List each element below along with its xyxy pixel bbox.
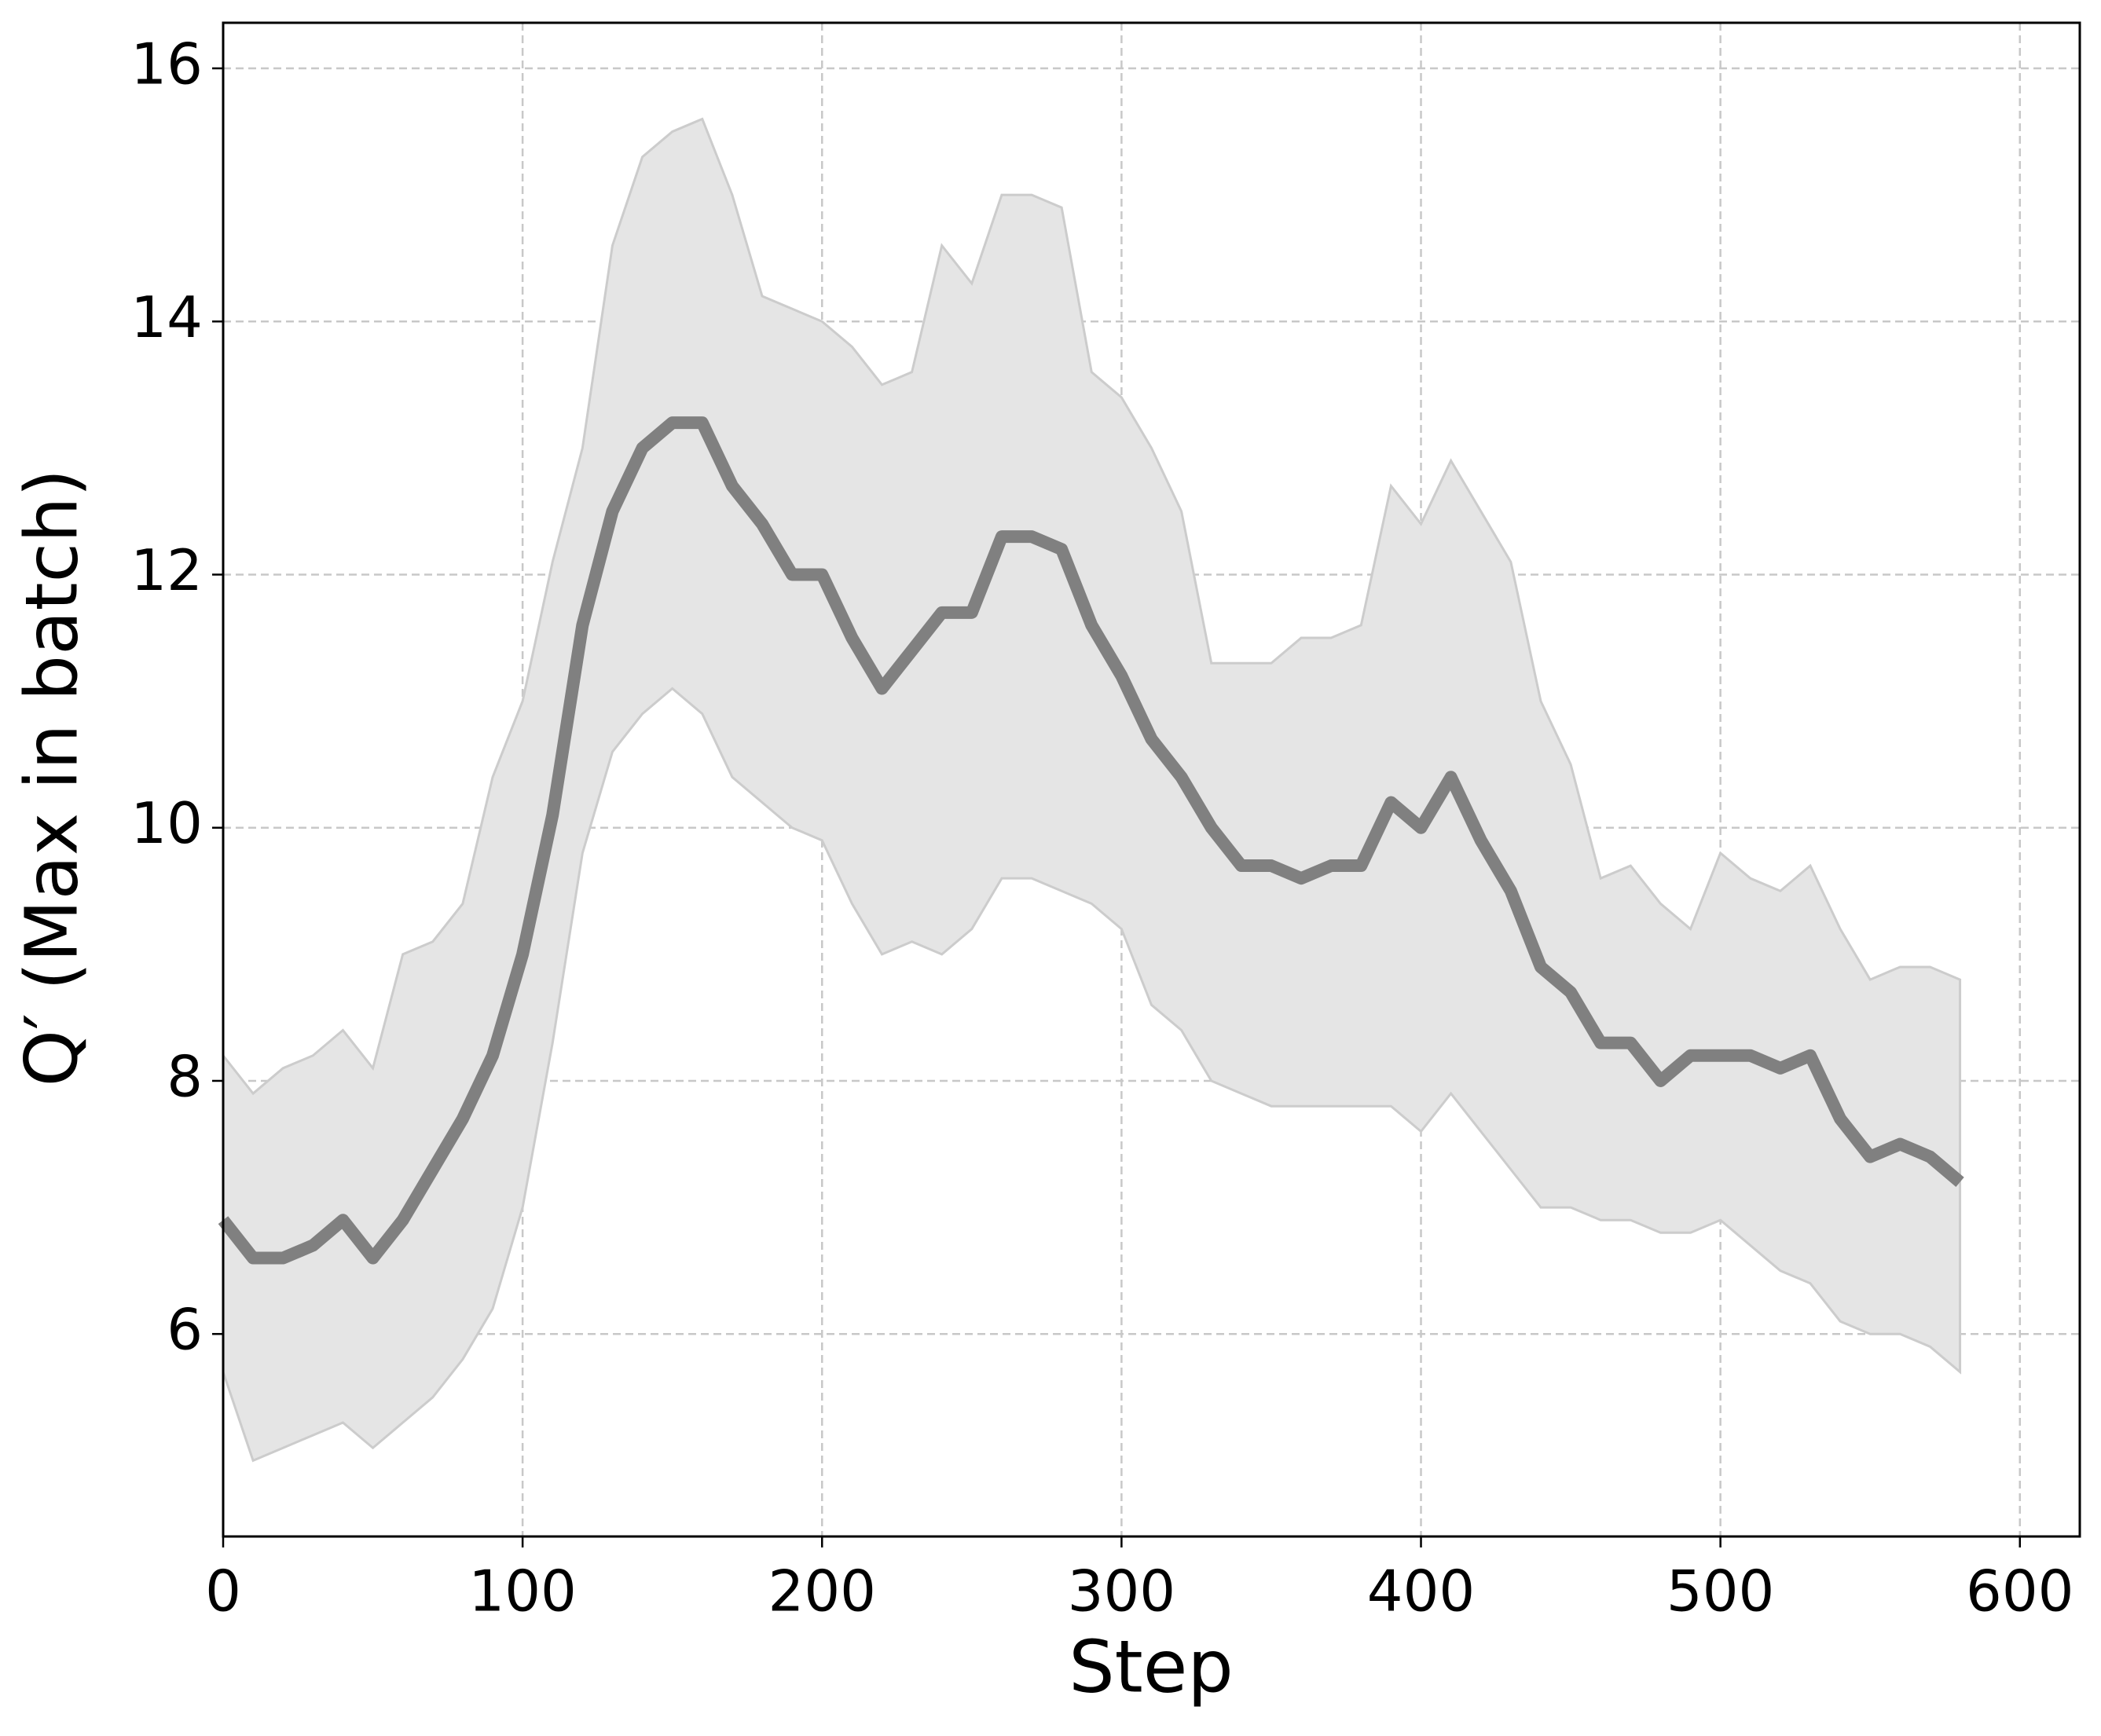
y-tick-label: 12 bbox=[130, 537, 203, 603]
plot-frame bbox=[222, 21, 2081, 1538]
y-tick-label: 8 bbox=[167, 1043, 203, 1109]
y-tick-label: 10 bbox=[130, 790, 203, 856]
x-axis-label: Step bbox=[1069, 1624, 1233, 1709]
x-tick-label: 400 bbox=[1367, 1558, 1475, 1624]
x-tick-label: 300 bbox=[1068, 1558, 1175, 1624]
x-tick-label: 0 bbox=[205, 1558, 241, 1624]
y-tick-label: 14 bbox=[130, 284, 203, 350]
x-tick-label: 100 bbox=[468, 1558, 576, 1624]
x-tick-label: 200 bbox=[768, 1558, 876, 1624]
y-tick-label: 16 bbox=[130, 31, 203, 97]
x-tick-label: 500 bbox=[1666, 1558, 1774, 1624]
band bbox=[222, 117, 1962, 1463]
y-tick-label: 6 bbox=[167, 1297, 203, 1363]
line bbox=[218, 416, 1964, 1265]
x-tick-label: 600 bbox=[1966, 1558, 2074, 1624]
y-axis-label: Q′ (Max in batch) bbox=[9, 469, 94, 1087]
